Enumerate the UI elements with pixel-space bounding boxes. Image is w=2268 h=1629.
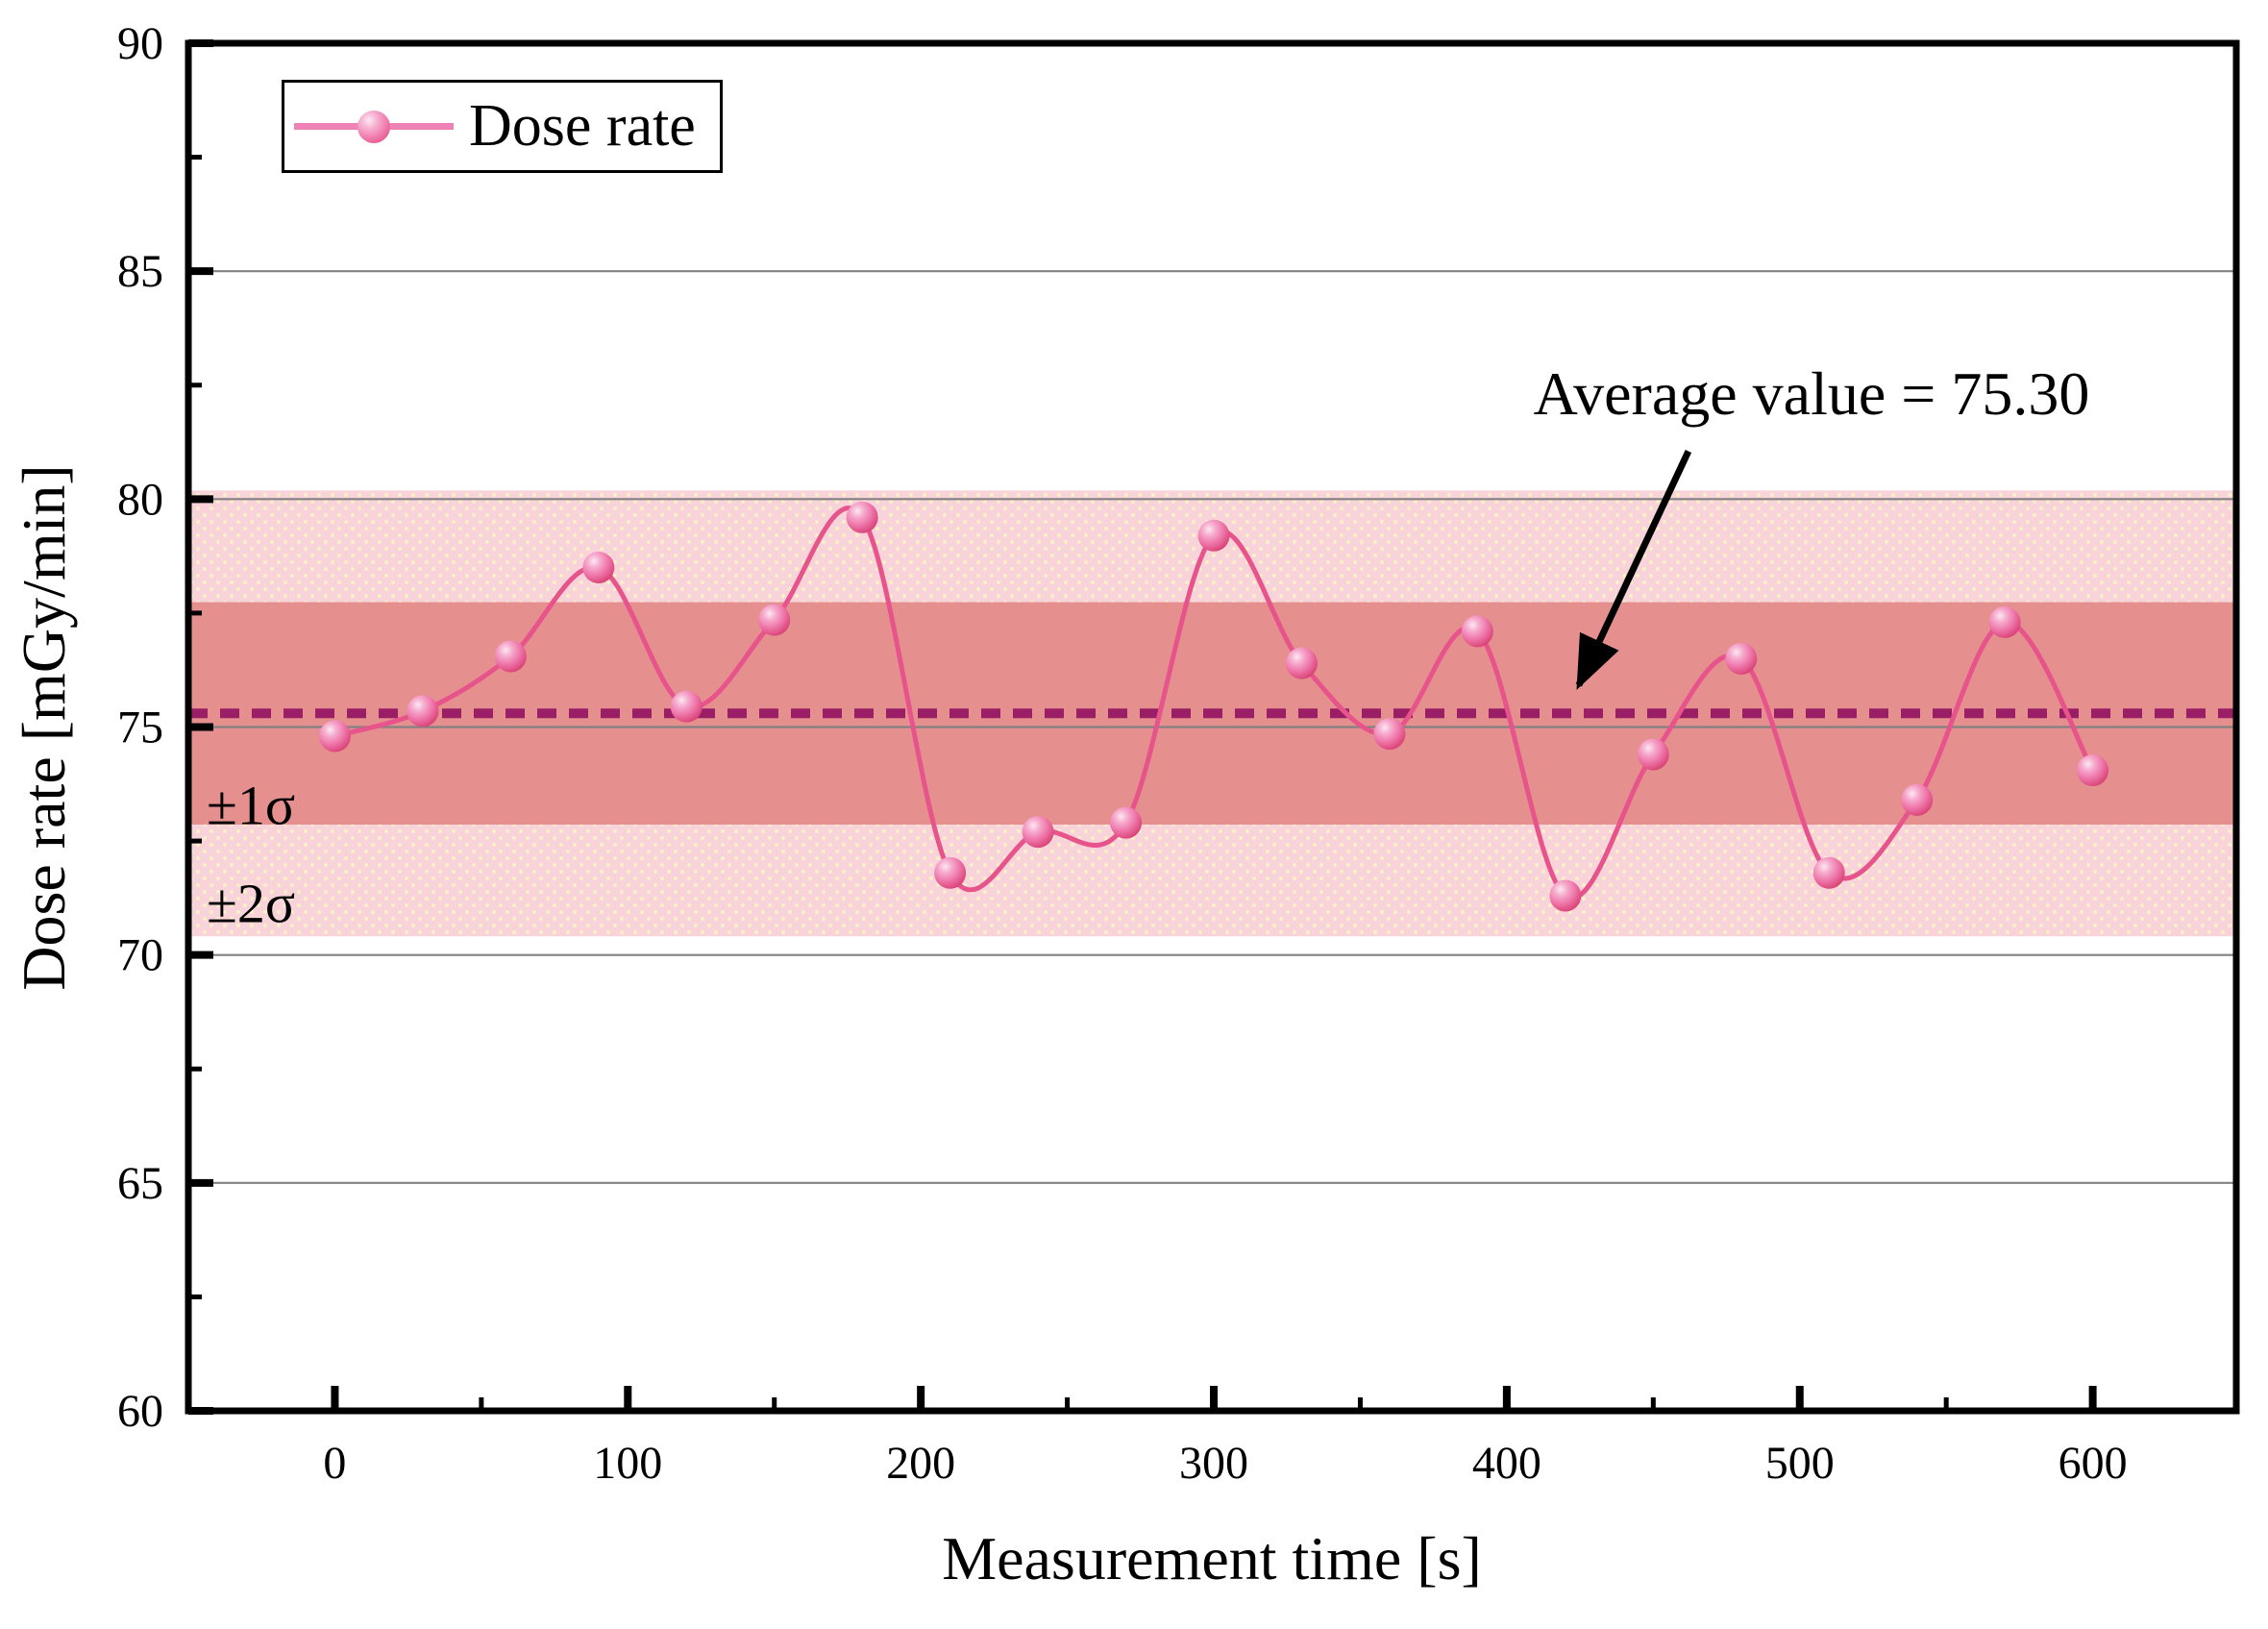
data-point <box>758 604 791 636</box>
data-point <box>1637 738 1669 771</box>
x-tick-label: 400 <box>1472 1438 1541 1489</box>
y-axis-title: Dose rate [mGy/min] <box>10 464 78 991</box>
annotation-arrow <box>1575 450 1692 690</box>
tick-labels: 60 65 70 75 80 85 90 0 100 200 300 400 500 600 <box>117 18 2128 1489</box>
data-point <box>1197 519 1230 552</box>
data-point <box>582 551 615 583</box>
data-point <box>1110 806 1143 839</box>
legend-label: Dose rate <box>469 93 696 159</box>
data-point <box>1988 605 2021 638</box>
data-point <box>1901 783 1934 816</box>
band-label-2sigma: ±2σ <box>207 872 296 935</box>
x-tick-label: 600 <box>2058 1438 2128 1489</box>
band-label-1sigma: ±1σ <box>207 774 296 837</box>
data-point <box>1461 615 1493 648</box>
legend-marker-ball <box>357 110 390 143</box>
data-point <box>1022 816 1054 849</box>
data-point <box>1812 856 1845 889</box>
data-point <box>670 690 703 723</box>
x-tick-label: 500 <box>1765 1438 1835 1489</box>
gridlines <box>188 270 2236 1184</box>
y-tick-label: 60 <box>117 1386 163 1437</box>
data-points <box>318 501 2109 912</box>
x-tick-label: 100 <box>593 1438 662 1489</box>
data-point <box>2077 754 2109 787</box>
y-tick-label: 65 <box>117 1158 163 1209</box>
x-tick-label: 300 <box>1179 1438 1248 1489</box>
y-tick-label: 90 <box>117 18 163 69</box>
y-tick-label: 70 <box>117 930 163 981</box>
data-point <box>318 720 351 753</box>
data-point <box>407 695 439 728</box>
y-tick-label: 80 <box>117 474 163 525</box>
y-tick-label: 85 <box>117 246 163 297</box>
legend: Dose rate <box>282 80 723 173</box>
data-point <box>1373 718 1406 751</box>
y-tick-label: 75 <box>117 703 163 753</box>
data-point <box>494 640 527 673</box>
x-tick-label: 200 <box>886 1438 955 1489</box>
data-point <box>846 501 878 533</box>
data-point <box>934 856 967 889</box>
x-axis-title: Measurement time [s] <box>942 1524 1482 1592</box>
data-point <box>1549 879 1582 912</box>
legend-marker-line <box>294 110 454 143</box>
axis-ticks <box>188 39 2097 1415</box>
data-point <box>1285 647 1318 679</box>
data-point <box>1725 642 1758 675</box>
average-value-annotation: Average value = 75.30 <box>1533 359 2090 428</box>
x-tick-label: 0 <box>323 1438 346 1489</box>
